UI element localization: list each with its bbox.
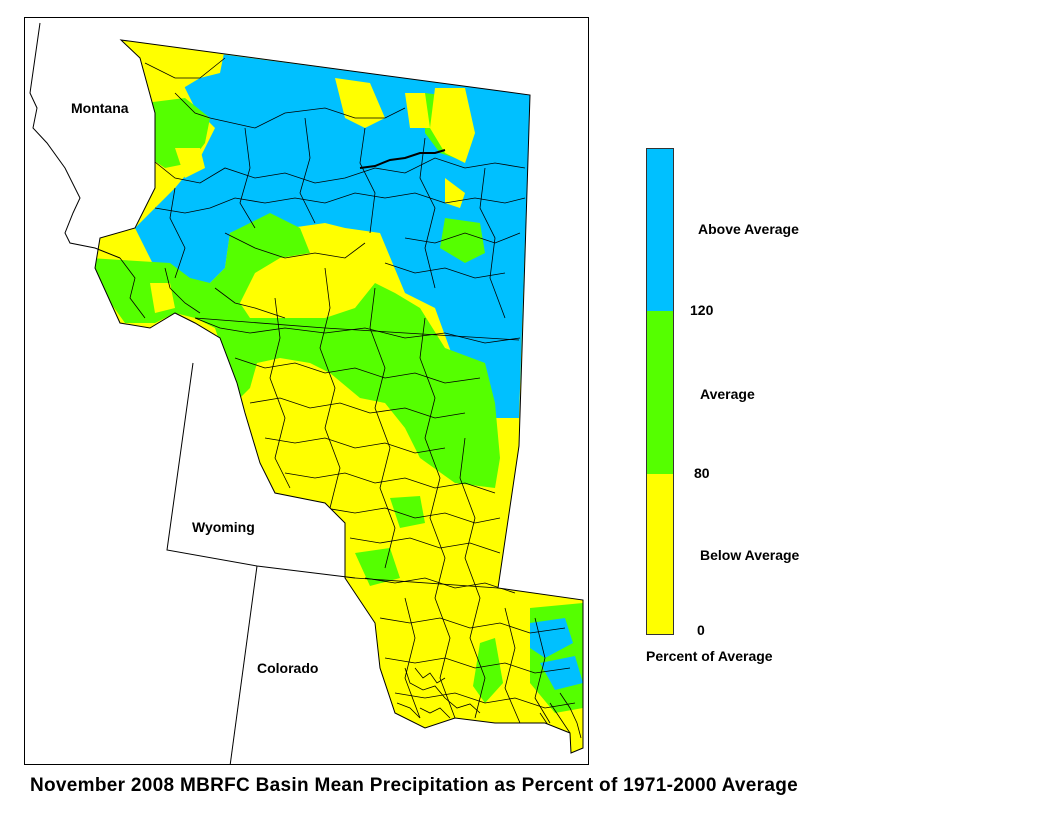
- state-borders: [29, 22, 520, 764]
- legend-swatch-above: [647, 149, 673, 311]
- legend-color-bar: [646, 148, 674, 635]
- basin-map: [29, 22, 584, 764]
- map-panel: Montana Wyoming Colorado: [24, 17, 589, 765]
- legend-caption: Percent of Average: [646, 648, 773, 664]
- colorado-border: [229, 565, 258, 764]
- montana-border: [29, 22, 121, 259]
- legend-label-above: Above Average: [698, 221, 799, 237]
- state-label-wyoming: Wyoming: [192, 519, 255, 535]
- basin-outline: [94, 39, 584, 754]
- legend-tick-120: 120: [690, 302, 714, 318]
- state-label-montana: Montana: [71, 100, 129, 116]
- wyoming-border: [166, 362, 356, 579]
- legend-tick-0: 0: [697, 622, 705, 638]
- basin-regions: [95, 40, 583, 753]
- basin-boundaries: [119, 57, 582, 739]
- average-region: [95, 213, 500, 488]
- map-title: November 2008 MBRFC Basin Mean Precipita…: [30, 775, 798, 796]
- legend-tick-80: 80: [694, 465, 710, 481]
- legend-label-average: Average: [700, 386, 755, 402]
- lake-feature: [359, 149, 446, 169]
- legend-label-below: Below Average: [700, 547, 800, 563]
- legend-swatch-below: [647, 474, 673, 634]
- legend-swatch-average: [647, 311, 673, 474]
- state-label-colorado: Colorado: [257, 660, 319, 676]
